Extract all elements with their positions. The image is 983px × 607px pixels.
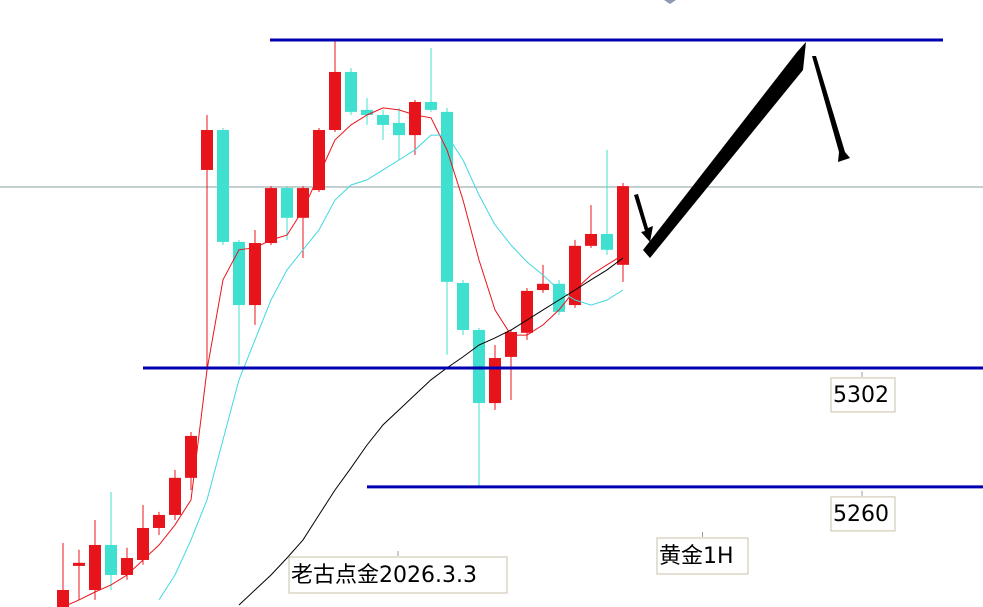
candle-body bbox=[377, 114, 389, 125]
arrow bbox=[643, 42, 806, 258]
candle-body bbox=[105, 544, 117, 575]
annotations bbox=[634, 0, 850, 258]
candle-body bbox=[281, 188, 293, 218]
moving-average bbox=[238, 257, 624, 606]
text-box bbox=[656, 537, 749, 575]
candle-body bbox=[265, 188, 277, 244]
arrow bbox=[812, 56, 850, 162]
candle-body bbox=[185, 435, 197, 478]
candle-body bbox=[361, 109, 373, 115]
candle-body bbox=[73, 562, 85, 566]
text-box bbox=[288, 556, 508, 594]
candle-body bbox=[329, 71, 341, 131]
candle-body bbox=[425, 101, 437, 110]
annotation-text: 黄金1H bbox=[659, 544, 734, 569]
candle-body bbox=[569, 245, 581, 306]
label-box bbox=[830, 496, 896, 532]
level-label: 5302 bbox=[833, 383, 889, 408]
moving-average bbox=[158, 134, 624, 601]
candle-body bbox=[137, 527, 149, 560]
candle-body bbox=[457, 282, 469, 330]
arrow bbox=[634, 194, 653, 242]
candle-body bbox=[217, 130, 229, 242]
candle-body bbox=[121, 557, 133, 575]
candle-body bbox=[297, 188, 309, 218]
candle-body bbox=[537, 283, 549, 291]
cursor-mark bbox=[664, 0, 676, 4]
candle-body bbox=[89, 544, 101, 591]
annotation-text: 老古点金2026.3.3 bbox=[291, 563, 477, 588]
candle-body bbox=[617, 186, 629, 265]
candle-body bbox=[169, 477, 181, 515]
candle-body bbox=[553, 283, 565, 312]
candle-body bbox=[441, 111, 453, 282]
moving-average bbox=[62, 107, 624, 607]
candle-body bbox=[153, 514, 165, 528]
candle-body bbox=[601, 233, 613, 250]
candle-body bbox=[345, 71, 357, 112]
candle-body bbox=[489, 358, 501, 404]
candle-body bbox=[57, 590, 69, 607]
candle-body bbox=[409, 101, 421, 136]
candle-body bbox=[521, 290, 533, 333]
candle-body bbox=[201, 130, 213, 170]
candle-body bbox=[585, 233, 597, 246]
label-box bbox=[830, 377, 896, 413]
candle-body bbox=[249, 243, 261, 306]
candle-body bbox=[313, 130, 325, 191]
candle-body bbox=[393, 122, 405, 136]
candle-body bbox=[233, 241, 245, 306]
candle-body bbox=[505, 331, 517, 357]
level-label: 5260 bbox=[833, 502, 889, 527]
